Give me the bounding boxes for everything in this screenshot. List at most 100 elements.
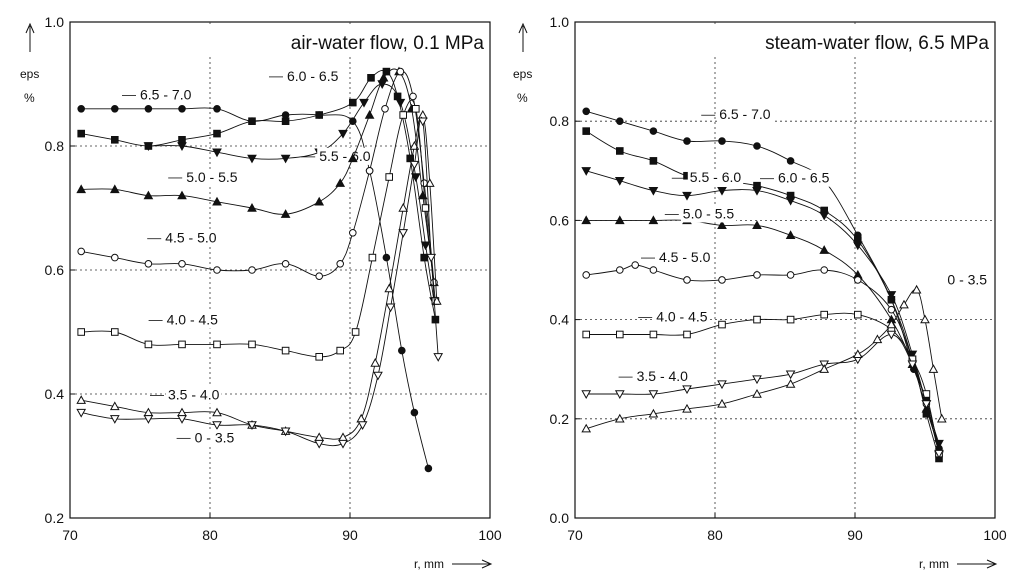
y-tick-label: 1.0 xyxy=(550,14,570,30)
left-panel-air-water: 6.5 - 7.0 6.0 - 6.5 5.5 - 6.0 5.0 - 5.5 4.5 … xyxy=(20,14,502,571)
series-line xyxy=(586,334,940,454)
data-point xyxy=(213,105,221,113)
data-point xyxy=(934,449,944,459)
data-point xyxy=(213,340,221,349)
data-point xyxy=(213,266,221,274)
data-point xyxy=(581,167,592,176)
data-point xyxy=(314,439,325,449)
series-line xyxy=(81,70,435,283)
series-label: 4.0 - 4.5 xyxy=(167,312,219,328)
data-point xyxy=(852,241,863,251)
data-point xyxy=(581,423,592,433)
data-point xyxy=(614,390,625,400)
data-point xyxy=(936,413,947,423)
data-point xyxy=(433,353,444,362)
series-label-background xyxy=(634,368,690,386)
series-label-background xyxy=(654,308,710,326)
data-point xyxy=(420,253,428,262)
x-tick-label: 80 xyxy=(202,527,218,543)
right-panel-title: steam-water flow, 6.5 MPa xyxy=(765,33,989,54)
data-point xyxy=(753,271,761,279)
data-point xyxy=(649,330,658,339)
data-point xyxy=(648,186,659,196)
data-point xyxy=(785,230,796,239)
series-label: 3.5 - 4.0 xyxy=(168,387,220,403)
data-point xyxy=(248,340,256,349)
data-point xyxy=(315,353,323,361)
data-point xyxy=(385,173,393,181)
data-point xyxy=(367,74,375,82)
y-tick-label: 0.6 xyxy=(550,212,570,228)
data-point xyxy=(111,328,119,336)
data-point xyxy=(426,253,437,263)
right-x-axis-label: r, mm xyxy=(919,557,998,571)
left-y-axis-label: eps % xyxy=(20,22,39,105)
data-point xyxy=(213,129,221,138)
data-point xyxy=(872,334,883,344)
series-label-background xyxy=(164,311,220,329)
x-tick-label: 100 xyxy=(983,527,1007,543)
data-point xyxy=(682,191,692,201)
right-plot-frame xyxy=(574,21,996,519)
right-panel-steam-water: 6.5 - 7.0 6.0 - 6.5 5.5 - 6.0 5.0 - 5.5 4.5 … xyxy=(513,14,1007,571)
data-point xyxy=(417,109,428,119)
data-point xyxy=(280,209,291,218)
data-point xyxy=(212,196,222,206)
data-point xyxy=(648,215,659,225)
series-line xyxy=(81,68,435,283)
left-panel-title: air-water flow, 0.1 MPa xyxy=(291,33,485,54)
data-point xyxy=(356,413,367,423)
data-point xyxy=(76,184,87,194)
data-point xyxy=(928,364,939,373)
data-point xyxy=(424,464,433,473)
data-point xyxy=(820,266,829,274)
data-point xyxy=(349,98,357,107)
data-point xyxy=(819,364,830,373)
series-label: 4.5 - 5.0 xyxy=(165,230,217,246)
data-point xyxy=(649,157,658,165)
left-x-arrow-head xyxy=(481,559,493,569)
series-label: 4.0 - 4.5 xyxy=(656,309,708,325)
data-point xyxy=(373,371,383,381)
data-point xyxy=(682,403,692,413)
data-point xyxy=(614,413,625,423)
data-point xyxy=(359,98,369,108)
y-tick-label: 0.4 xyxy=(45,386,65,402)
right-y-arrow-head xyxy=(518,22,528,34)
series-label-background xyxy=(192,429,237,447)
data-point xyxy=(336,260,345,268)
data-point xyxy=(582,330,591,339)
data-point xyxy=(144,105,153,113)
data-point xyxy=(648,390,659,400)
data-point xyxy=(398,202,409,212)
data-point xyxy=(315,272,324,281)
data-point xyxy=(752,375,762,385)
data-point xyxy=(786,157,795,165)
data-point xyxy=(281,260,290,268)
data-point xyxy=(886,291,897,300)
data-point xyxy=(410,408,419,417)
series-line xyxy=(148,83,435,302)
data-point xyxy=(819,245,830,254)
data-point xyxy=(412,105,420,113)
data-point xyxy=(616,266,624,274)
x-tick-label: 90 xyxy=(342,527,358,543)
series-4.0-4.5: 4.0 - 4.5 xyxy=(582,308,943,458)
data-point xyxy=(382,253,391,262)
data-point xyxy=(280,427,291,437)
data-point xyxy=(315,111,323,119)
series-label-background xyxy=(687,169,744,187)
series-label-background xyxy=(657,249,713,267)
series-line xyxy=(81,117,439,447)
data-point xyxy=(616,117,624,125)
data-point xyxy=(212,407,222,417)
left-x-axis-label: r, mm xyxy=(414,557,493,571)
series-3.5-4.0: 3.5 - 4.0 xyxy=(76,109,442,442)
series-label: 6.0 - 6.5 xyxy=(778,170,830,186)
y-tick-label: 0.0 xyxy=(550,510,570,526)
data-point xyxy=(77,247,85,256)
data-point xyxy=(683,330,691,339)
data-point xyxy=(616,147,624,155)
data-point xyxy=(396,67,405,76)
